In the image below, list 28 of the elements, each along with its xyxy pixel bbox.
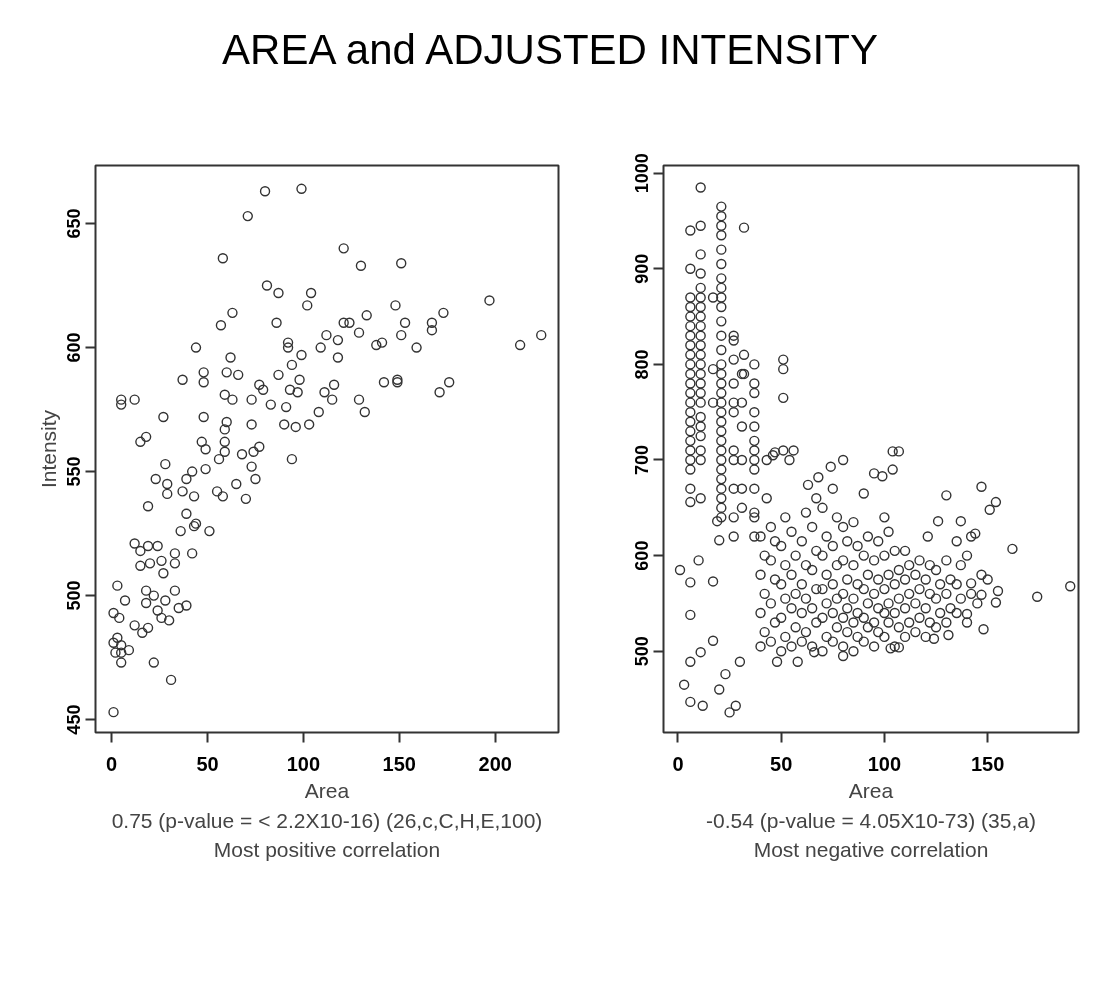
y-tick-label: 550: [64, 456, 85, 487]
x-tick-label: 150: [382, 752, 416, 775]
y-tick-label: 900: [632, 253, 653, 284]
y-tick-label: 450: [64, 704, 85, 735]
x-axis-title: Area: [304, 778, 350, 802]
y-tick-label: 800: [632, 349, 653, 380]
y-tick-label: 600: [64, 332, 85, 363]
text: Most negative correlation: [753, 837, 989, 861]
x-tick-label: 50: [770, 752, 793, 775]
chart-title: AREA and ADJUSTED INTENSITY: [222, 25, 878, 75]
x-axis-title: Area: [848, 778, 894, 802]
y-tick-label: 500: [64, 580, 85, 611]
y-tick-label: 700: [632, 444, 653, 476]
y-axis-title: Intensity: [36, 409, 60, 489]
x-tick-label: 0: [106, 752, 118, 775]
x-tick-label: 50: [196, 752, 219, 775]
y-tick-label: 1000: [632, 153, 653, 194]
x-tick-label: 200: [478, 752, 512, 775]
x-tick-label: 150: [970, 752, 1005, 775]
x-tick-label: 0: [672, 752, 684, 775]
y-tick-label: 600: [632, 540, 653, 571]
text: -0.54 (p-value = 4.05X10-73) (35,a): [706, 808, 1036, 832]
y-tick-label: 500: [632, 636, 653, 667]
y-tick-label: 650: [64, 208, 85, 239]
x-tick-label: 100: [286, 752, 321, 775]
text: 0.75 (p-value = < 2.2X10-16) (26,c,C,H,E,100): [111, 808, 543, 832]
x-tick-label: 100: [867, 752, 902, 775]
text: Most positive correlation: [213, 837, 441, 861]
